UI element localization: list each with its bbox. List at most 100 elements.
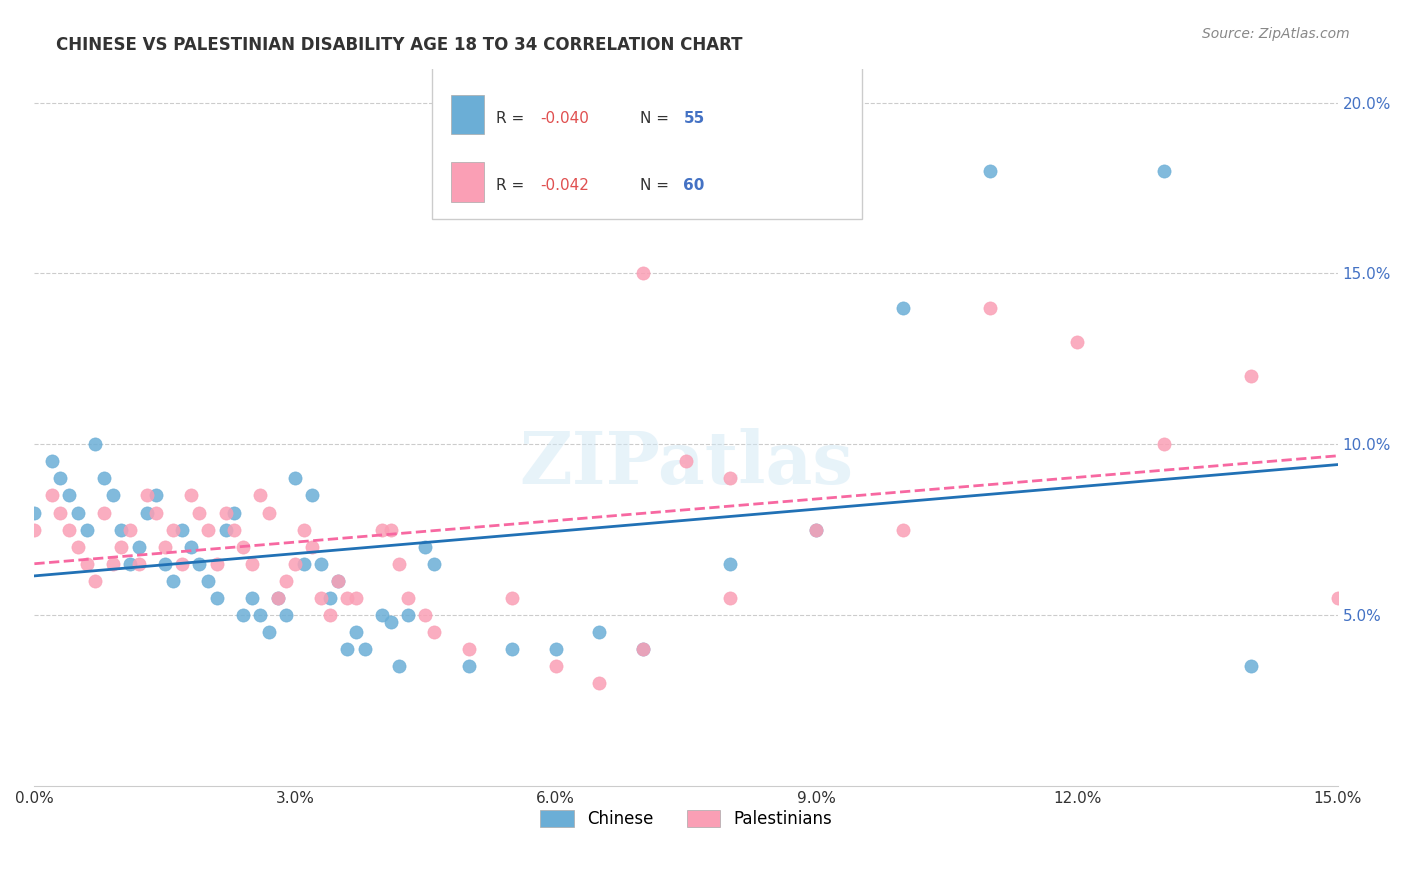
Point: [588, 625, 610, 640]
Point: [344, 591, 367, 605]
Point: [415, 540, 437, 554]
Point: [1066, 334, 1088, 349]
Text: Source: ZipAtlas.com: Source: ZipAtlas.com: [1202, 27, 1350, 41]
Point: [380, 523, 402, 537]
Point: [188, 557, 211, 571]
Point: [136, 506, 159, 520]
Point: [153, 557, 176, 571]
Point: [180, 488, 202, 502]
Point: [1153, 437, 1175, 451]
Point: [76, 523, 98, 537]
Point: [188, 506, 211, 520]
Legend: Chinese, Palestinians: Chinese, Palestinians: [533, 804, 838, 835]
Point: [118, 557, 141, 571]
Point: [388, 557, 411, 571]
Point: [309, 591, 332, 605]
Point: [41, 488, 63, 502]
Point: [101, 488, 124, 502]
Text: R =: R =: [496, 111, 529, 126]
Point: [501, 591, 523, 605]
Point: [328, 574, 350, 588]
Point: [224, 506, 246, 520]
Point: [319, 591, 342, 605]
Point: [544, 198, 567, 212]
Point: [41, 454, 63, 468]
Point: [396, 591, 419, 605]
Point: [501, 642, 523, 657]
Point: [979, 301, 1001, 315]
Point: [1240, 659, 1263, 673]
Point: [353, 642, 375, 657]
Point: [276, 574, 298, 588]
Point: [240, 591, 263, 605]
Point: [292, 523, 315, 537]
Point: [284, 471, 307, 485]
Point: [205, 591, 228, 605]
Point: [110, 540, 132, 554]
FancyBboxPatch shape: [432, 62, 862, 219]
Point: [336, 642, 359, 657]
Point: [214, 506, 236, 520]
Point: [675, 454, 697, 468]
Point: [336, 591, 359, 605]
FancyBboxPatch shape: [451, 162, 484, 202]
Point: [249, 488, 271, 502]
Point: [423, 557, 446, 571]
Point: [806, 523, 828, 537]
Point: [84, 437, 107, 451]
Point: [84, 574, 107, 588]
Point: [232, 540, 254, 554]
Text: N =: N =: [641, 111, 675, 126]
Point: [276, 607, 298, 622]
Point: [172, 523, 194, 537]
Point: [415, 607, 437, 622]
Point: [128, 557, 150, 571]
Point: [544, 642, 567, 657]
Point: [224, 523, 246, 537]
Point: [197, 523, 219, 537]
Point: [806, 523, 828, 537]
Point: [58, 523, 80, 537]
Point: [371, 607, 394, 622]
Point: [396, 607, 419, 622]
Point: [257, 506, 280, 520]
Point: [718, 591, 741, 605]
Point: [232, 607, 254, 622]
Point: [66, 540, 89, 554]
Point: [93, 471, 115, 485]
Point: [284, 557, 307, 571]
Point: [145, 488, 167, 502]
FancyBboxPatch shape: [451, 95, 484, 134]
Point: [891, 301, 914, 315]
Point: [457, 642, 479, 657]
Point: [631, 642, 654, 657]
Point: [249, 607, 271, 622]
Point: [631, 267, 654, 281]
Point: [328, 574, 350, 588]
Point: [979, 164, 1001, 178]
Point: [344, 625, 367, 640]
Point: [153, 540, 176, 554]
Text: R =: R =: [496, 178, 529, 194]
Point: [49, 506, 72, 520]
Point: [631, 642, 654, 657]
Point: [371, 523, 394, 537]
Point: [891, 523, 914, 537]
Point: [266, 591, 288, 605]
Point: [162, 574, 184, 588]
Point: [457, 659, 479, 673]
Point: [1153, 164, 1175, 178]
Point: [380, 615, 402, 629]
Text: 60: 60: [683, 178, 704, 194]
Point: [718, 557, 741, 571]
Point: [266, 591, 288, 605]
Point: [388, 659, 411, 673]
Point: [301, 540, 323, 554]
Point: [110, 523, 132, 537]
Point: [136, 488, 159, 502]
Point: [49, 471, 72, 485]
Text: -0.040: -0.040: [540, 111, 589, 126]
Point: [66, 506, 89, 520]
Point: [93, 506, 115, 520]
Point: [319, 607, 342, 622]
